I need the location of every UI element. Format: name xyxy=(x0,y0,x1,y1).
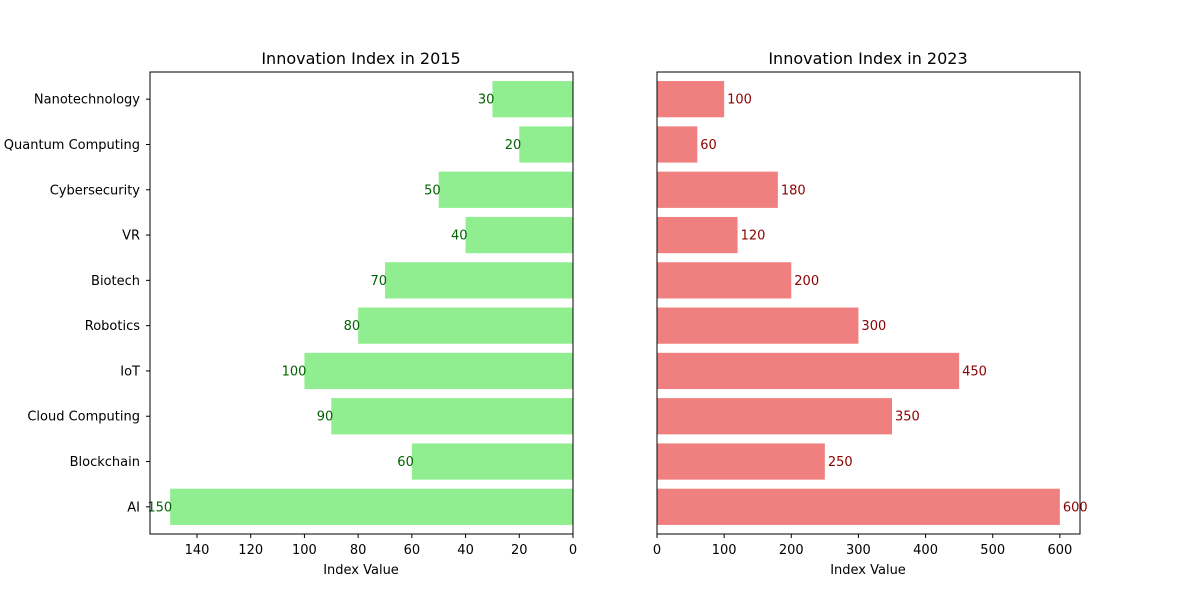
chart-2023-value-label-robotics: 300 xyxy=(861,319,886,334)
category-label-blockchain: Blockchain xyxy=(70,455,140,470)
chart-2015-value-label-nanotechnology: 30 xyxy=(478,93,495,108)
chart-2023-x-tick-label-200: 200 xyxy=(779,543,804,558)
chart-2023-value-label-nanotechnology: 100 xyxy=(727,93,752,108)
chart-2015-value-label-iot: 100 xyxy=(282,364,307,379)
chart-2023-x-tick-label-400: 400 xyxy=(913,543,938,558)
category-label-ai: AI xyxy=(127,500,140,515)
chart-2015: Innovation Index in 2015 150 60 90 100 80 70 4… xyxy=(4,49,577,578)
chart-2023-x-tick-label-300: 300 xyxy=(846,543,871,558)
chart-2015-x-ticks: 140 120 100 80 60 40 20 0 xyxy=(185,534,577,558)
chart-2023-value-label-biotech: 200 xyxy=(794,274,819,289)
chart-2015-x-tick-label-20: 20 xyxy=(511,543,528,558)
chart-2023-value-label-cloud-computing: 350 xyxy=(895,410,920,425)
chart-2015-bar-quantum-computing xyxy=(519,126,573,163)
chart-2015-x-tick-label-40: 40 xyxy=(457,543,474,558)
chart-2015-bar-robotics xyxy=(358,307,573,344)
chart-2015-x-tick-label-140: 140 xyxy=(185,543,210,558)
chart-2015-value-label-cybersecurity: 50 xyxy=(424,183,441,198)
chart-2015-value-label-robotics: 80 xyxy=(344,319,361,334)
chart-2015-bar-vr xyxy=(465,216,573,254)
chart-2015-bar-biotech xyxy=(385,262,573,299)
chart-2023-value-label-iot: 450 xyxy=(962,364,987,379)
chart-2015-x-tick-label-80: 80 xyxy=(350,543,367,558)
chart-2023-value-label-ai: 600 xyxy=(1063,500,1088,515)
chart-2015-title: Innovation Index in 2015 xyxy=(261,49,460,68)
chart-2023-bar-quantum-computing xyxy=(657,126,698,163)
chart-2023-bar-biotech xyxy=(657,262,792,299)
chart-2023-bar-iot xyxy=(657,352,960,390)
chart-2023-x-tick-label-600: 600 xyxy=(1047,543,1072,558)
chart-2015-x-tick-label-100: 100 xyxy=(292,543,317,558)
chart-2015-value-label-ai: 150 xyxy=(147,500,172,515)
category-label-cloud-computing: Cloud Computing xyxy=(27,410,140,425)
chart-2023-bar-vr xyxy=(657,216,738,254)
category-label-biotech: Biotech xyxy=(91,274,140,289)
chart-2023-x-tick-label-500: 500 xyxy=(980,543,1005,558)
category-label-vr: VR xyxy=(122,229,140,244)
chart-2015-bar-blockchain xyxy=(411,443,573,480)
chart-2015-value-label-cloud-computing: 90 xyxy=(317,410,334,425)
chart-2023-x-ticks: 0 100 200 300 400 500 600 xyxy=(653,534,1072,558)
category-label-nanotechnology: Nanotechnology xyxy=(34,93,140,108)
chart-2015-x-tick-label-60: 60 xyxy=(404,543,421,558)
chart-2015-bar-nanotechnology xyxy=(492,81,573,118)
chart-2023-bar-blockchain xyxy=(657,443,825,480)
chart-2015-bar-cloud-computing xyxy=(331,398,573,435)
category-label-cybersecurity: Cybersecurity xyxy=(50,183,141,198)
chart-2015-x-tick-label-0: 0 xyxy=(569,543,577,558)
chart-2023-value-label-quantum-computing: 60 xyxy=(700,138,717,153)
chart-2023: Innovation Index in 2023 600250350450300… xyxy=(653,49,1088,578)
chart-2015-bar-cybersecurity xyxy=(438,171,573,208)
chart-2023-bar-robotics xyxy=(657,307,859,344)
chart-2023-bars: 600 250 350 450 300 200 120 180 60 100 xyxy=(657,81,1088,525)
chart-2023-plot-frame xyxy=(656,71,1081,535)
chart-2023-value-label-vr: 120 xyxy=(741,229,766,244)
chart-2023-title: Innovation Index in 2023 xyxy=(768,49,967,68)
chart-2023-x-axis-label: Index Value xyxy=(830,563,906,578)
chart-2015-value-label-vr: 40 xyxy=(451,229,468,244)
chart-2015-value-label-blockchain: 60 xyxy=(397,455,414,470)
category-label-iot: IoT xyxy=(120,364,140,379)
chart-2023-value-label-blockchain: 250 xyxy=(828,455,853,470)
chart-2015-bars: 150 60 90 100 80 70 40 50 20 30 xyxy=(147,81,573,525)
chart-2015-x-tick-label-120: 120 xyxy=(238,543,263,558)
chart-2023-value-label-cybersecurity: 180 xyxy=(781,183,806,198)
chart-2015-x-axis-label: Index Value xyxy=(323,563,399,578)
chart-2015-plot-frame xyxy=(149,71,574,535)
chart-2015-bar-ai xyxy=(170,488,573,525)
chart-2023-bar-nanotechnology xyxy=(657,81,725,118)
chart-2015-value-label-biotech: 70 xyxy=(370,274,387,289)
category-label-quantum-computing: Quantum Computing xyxy=(4,138,140,153)
category-label-robotics: Robotics xyxy=(85,319,140,334)
chart-2023-x-tick-label-100: 100 xyxy=(712,543,737,558)
chart-2023-bar-cloud-computing xyxy=(657,398,892,435)
chart-2015-value-label-quantum-computing: 20 xyxy=(505,138,522,153)
chart-2023-bar-ai xyxy=(657,488,1060,525)
chart-2023-bar-cybersecurity xyxy=(657,171,778,208)
chart-2015-bar-iot xyxy=(304,352,573,390)
chart-2023-x-tick-label-0: 0 xyxy=(653,543,661,558)
chart-2015-category-labels: AI Blockchain Cloud Computing IoT Robotics Bi… xyxy=(4,93,150,515)
